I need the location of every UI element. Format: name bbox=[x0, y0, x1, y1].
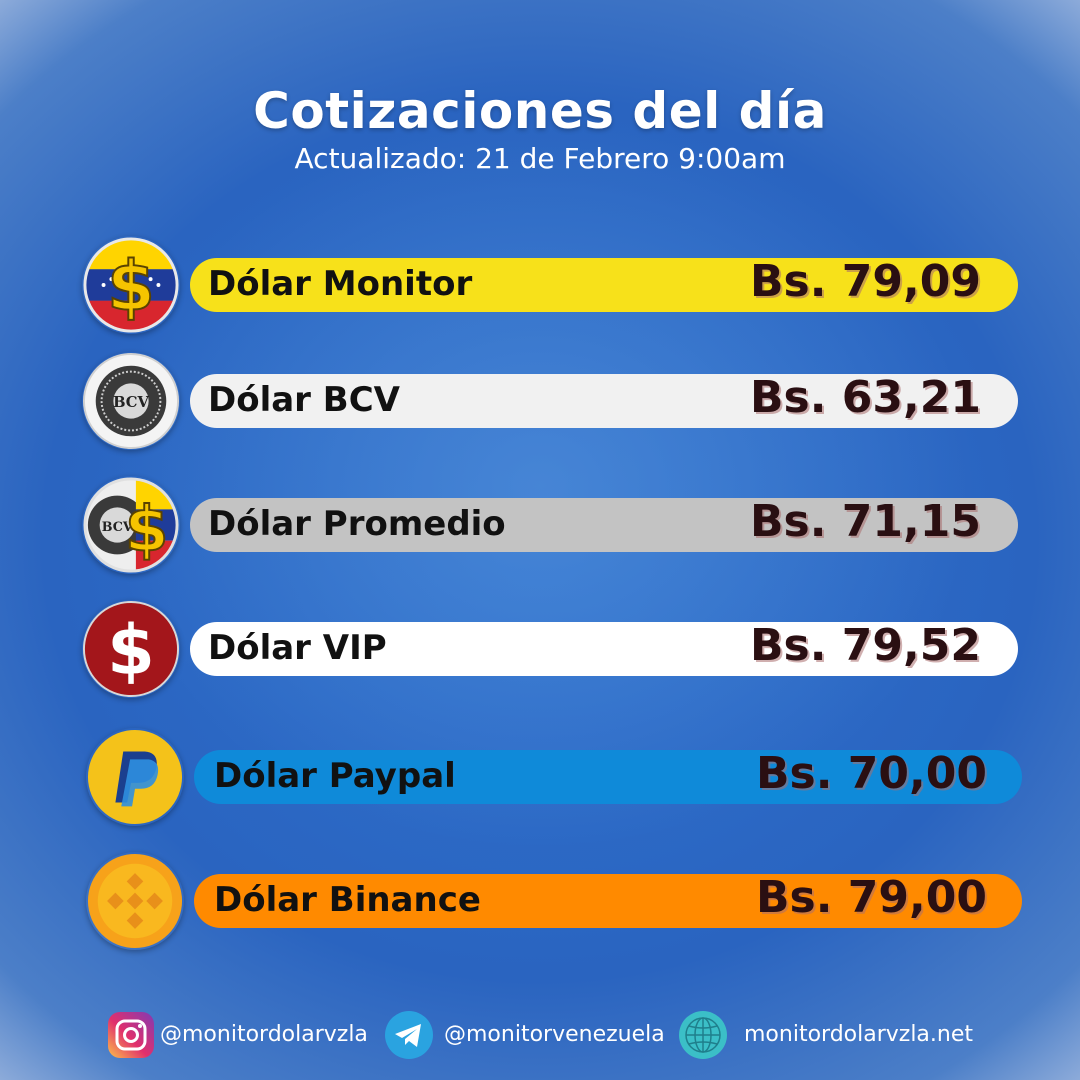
rate-row-binance: Dólar Binance Bs. 79,00 bbox=[80, 852, 1040, 956]
rate-row-paypal: Dólar Paypal Bs. 70,00 bbox=[80, 728, 1040, 832]
footer-telegram-text: @monitorvenezuela bbox=[444, 1022, 665, 1047]
telegram-icon bbox=[384, 1010, 434, 1060]
svg-text:BCV: BCV bbox=[113, 394, 149, 411]
rate-label: Dólar Binance bbox=[214, 880, 481, 920]
rate-label: Dólar Promedio bbox=[208, 504, 506, 544]
rate-price: Bs. 71,15 bbox=[750, 496, 981, 547]
rate-label: Dólar Monitor bbox=[208, 264, 473, 304]
rate-bar bbox=[194, 750, 1022, 804]
page-subtitle: Actualizado: 21 de Febrero 9:00am bbox=[294, 142, 786, 175]
bcv-seal-icon: BCV bbox=[82, 352, 180, 450]
footer-instagram-text: @monitordolarvzla bbox=[160, 1022, 368, 1047]
rate-bar bbox=[194, 874, 1022, 928]
rate-price: Bs. 70,00 bbox=[756, 748, 987, 799]
instagram-icon bbox=[106, 1010, 156, 1060]
rate-bar bbox=[190, 374, 1018, 428]
dollar-sign-icon: $ bbox=[82, 600, 180, 698]
venezuela-dollar-icon: $ bbox=[82, 236, 180, 334]
rate-bar bbox=[190, 622, 1018, 676]
rate-bar bbox=[190, 258, 1018, 312]
svg-text:$: $ bbox=[107, 247, 155, 327]
rate-row-promedio: BCV $ Dólar Promedio Bs. 71,15 bbox=[80, 476, 1040, 580]
svg-text:BCV: BCV bbox=[102, 520, 134, 535]
rate-price: Bs. 79,09 bbox=[750, 256, 981, 307]
rate-label: Dólar VIP bbox=[208, 628, 387, 668]
rate-row-bcv: BCV Dólar BCV Bs. 63,21 bbox=[80, 352, 1040, 456]
svg-text:$: $ bbox=[125, 492, 169, 565]
paypal-icon bbox=[86, 728, 184, 826]
rate-row-monitor: $ Dólar Monitor Bs. 79,09 bbox=[80, 236, 1040, 340]
footer-website-text: monitordolarvzla.net bbox=[744, 1022, 974, 1047]
globe-icon bbox=[678, 1010, 728, 1060]
rate-bar bbox=[190, 498, 1018, 552]
rate-price: Bs. 79,00 bbox=[756, 872, 987, 923]
rate-label: Dólar BCV bbox=[208, 380, 400, 420]
binance-icon bbox=[86, 852, 184, 950]
bcv-dollar-icon: BCV $ bbox=[82, 476, 180, 574]
rate-price: Bs. 63,21 bbox=[750, 372, 981, 423]
svg-text:$: $ bbox=[107, 611, 155, 691]
rate-label: Dólar Paypal bbox=[214, 756, 456, 796]
rate-row-vip: $ Dólar VIP Bs. 79,52 bbox=[80, 600, 1040, 704]
page-title: Cotizaciones del día bbox=[253, 82, 827, 140]
rate-price: Bs. 79,52 bbox=[750, 620, 981, 671]
